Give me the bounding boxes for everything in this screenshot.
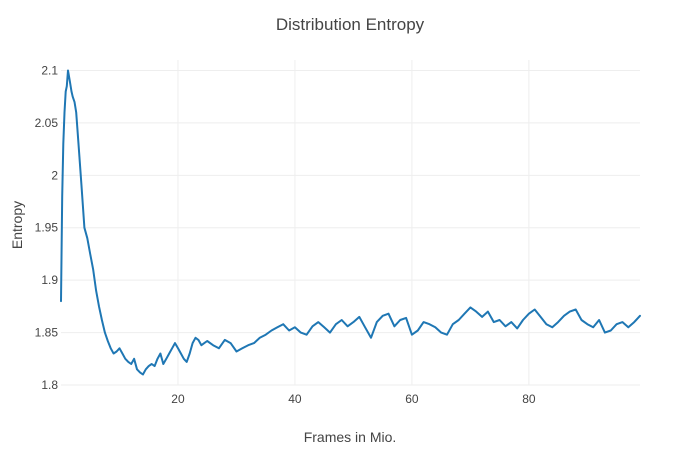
x-tick-label: 40 <box>288 392 302 406</box>
y-tick-label: 2.05 <box>35 116 59 130</box>
series-layer <box>60 69 641 376</box>
y-tick-label: 2 <box>51 168 58 182</box>
y-axis-title: Entropy <box>9 201 25 249</box>
y-tick-label: 1.85 <box>35 326 59 340</box>
tick-labels: 20 40 60 80 1.8 1.85 1.9 1.95 2 2.05 2.1 <box>35 63 536 406</box>
grid-lines <box>61 60 640 386</box>
y-tick-label: 1.9 <box>41 273 58 287</box>
x-tick-label: 80 <box>522 392 536 406</box>
entropy-series-line <box>60 69 641 376</box>
chart-title: Distribution Entropy <box>276 15 425 34</box>
x-tick-label: 20 <box>171 392 185 406</box>
x-axis-title: Frames in Mio. <box>304 429 397 445</box>
x-tick-label: 60 <box>405 392 419 406</box>
y-tick-label: 1.8 <box>41 378 58 392</box>
y-tick-label: 2.1 <box>41 63 58 77</box>
y-tick-label: 1.95 <box>35 221 59 235</box>
